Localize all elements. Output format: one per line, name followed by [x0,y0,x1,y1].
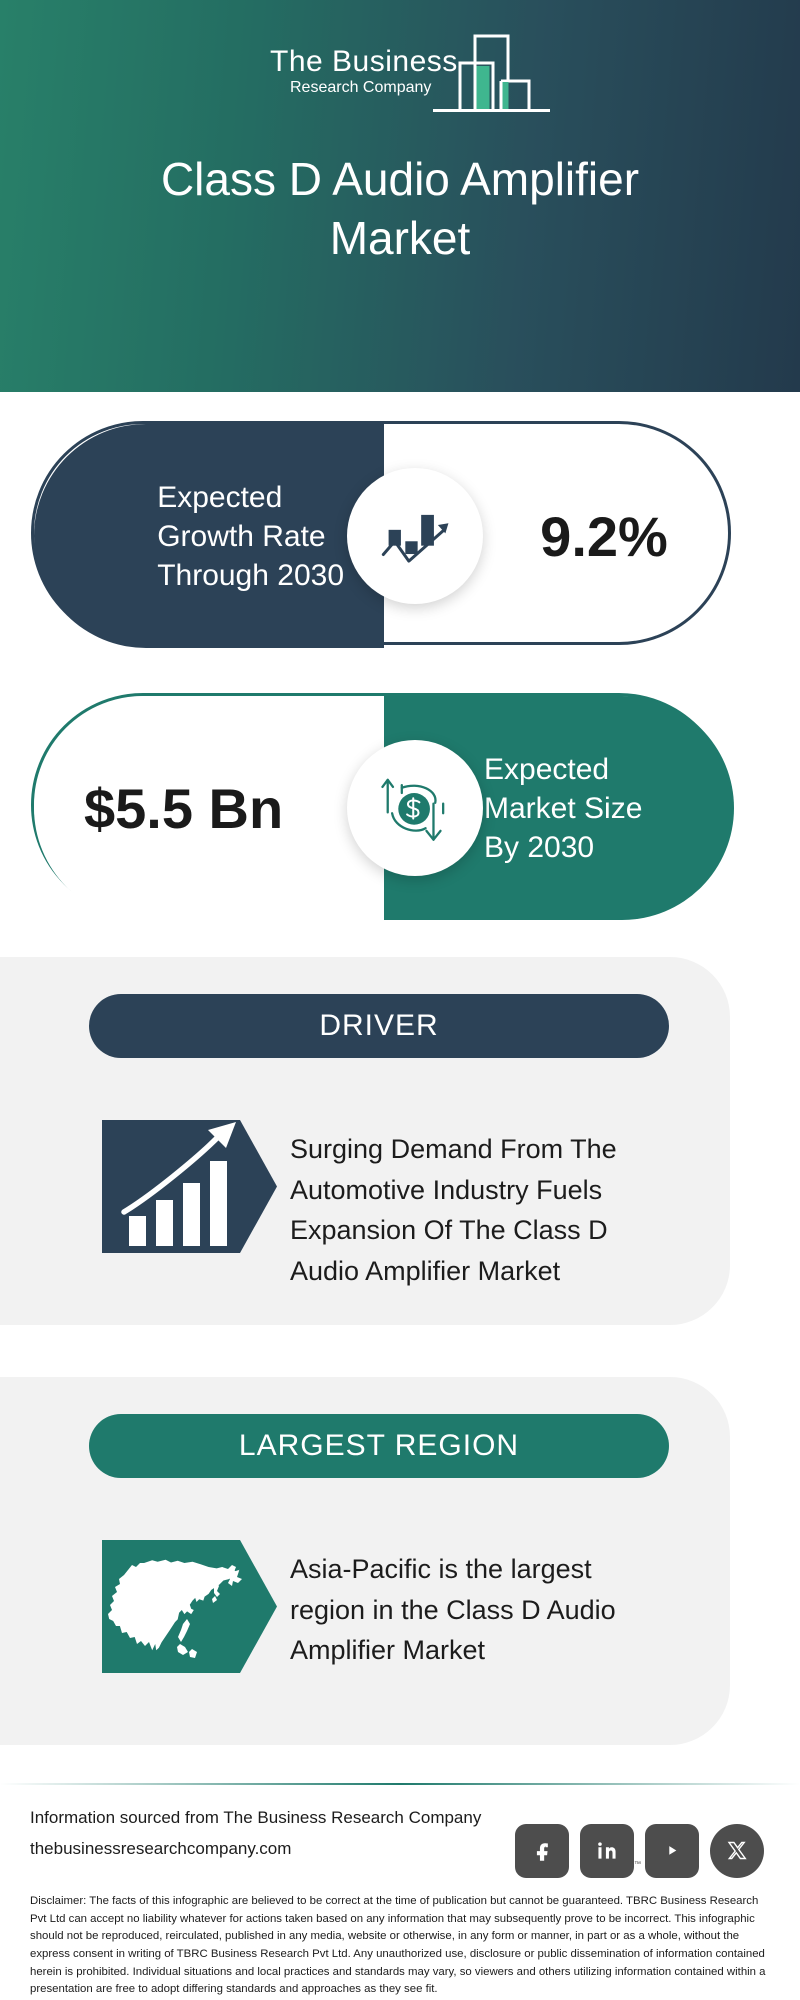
svg-text:The Business: The Business [270,45,458,78]
svg-text:Research Company: Research Company [290,79,431,96]
